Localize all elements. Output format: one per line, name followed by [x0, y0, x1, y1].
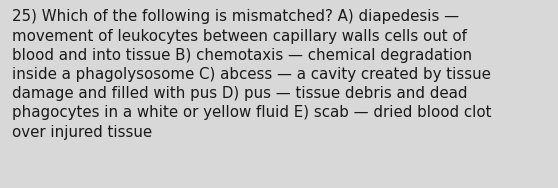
Text: 25) Which of the following is mismatched? A) diapedesis —
movement of leukocytes: 25) Which of the following is mismatched…: [12, 9, 492, 140]
